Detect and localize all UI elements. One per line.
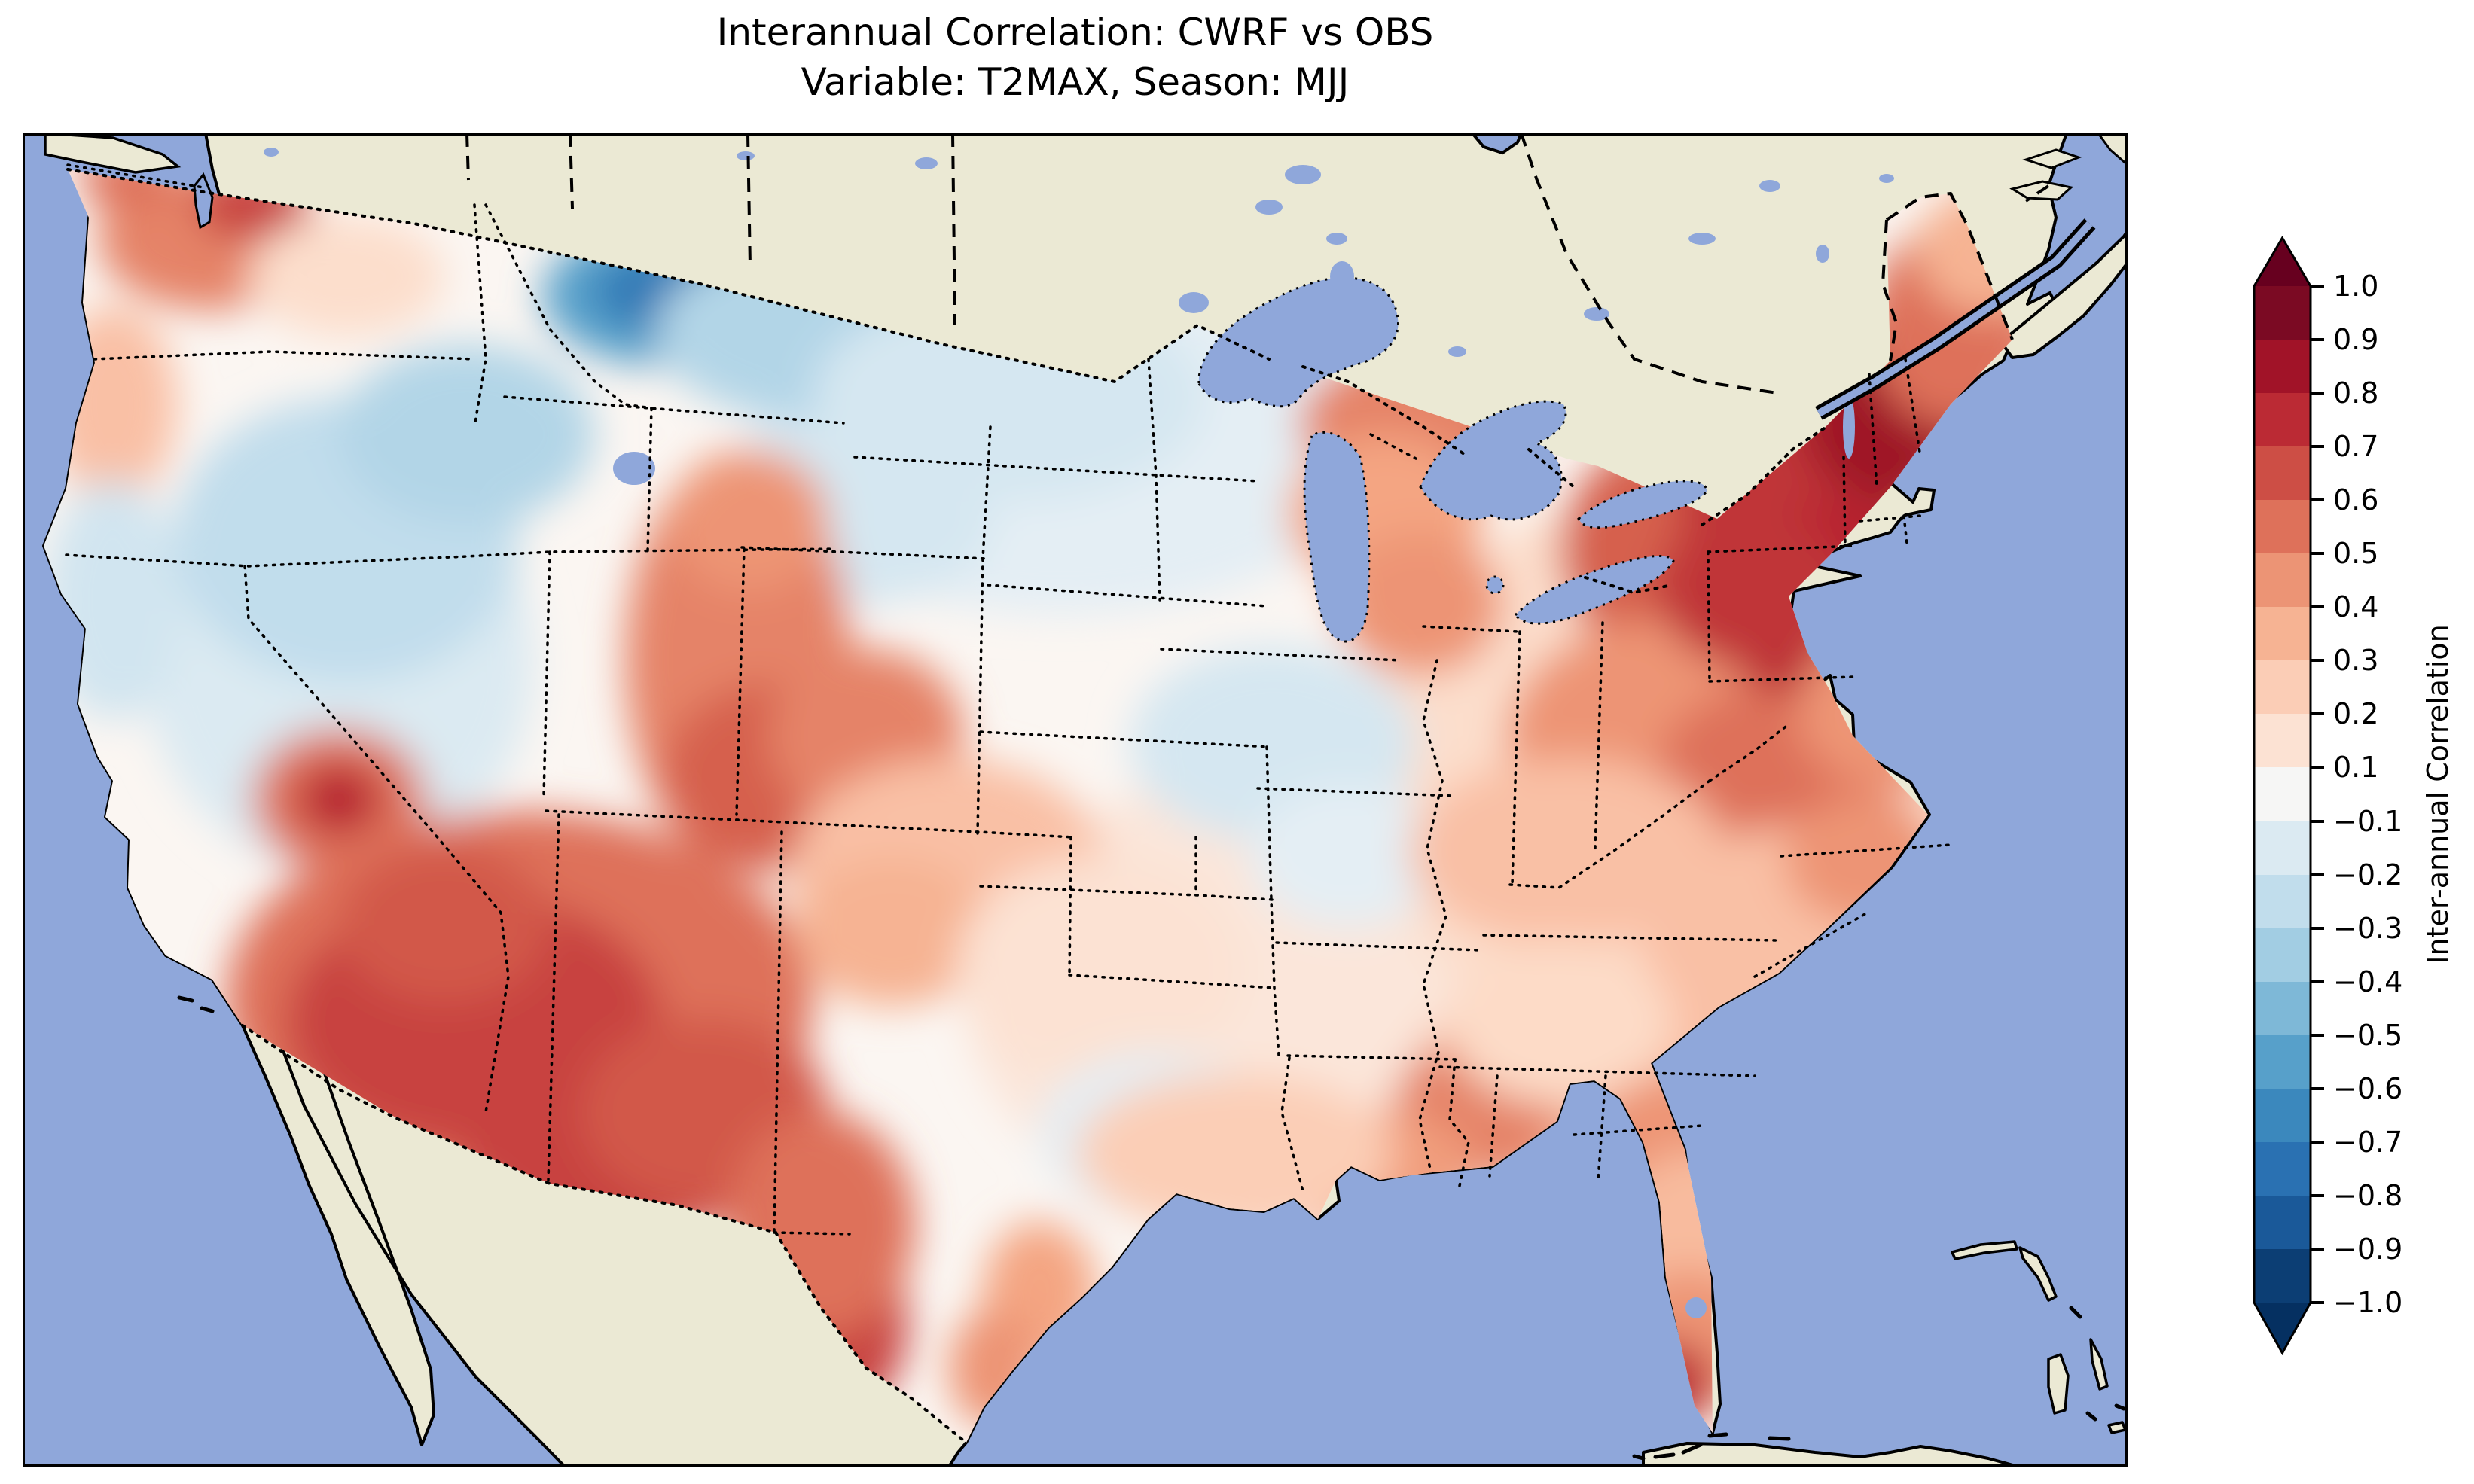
colorbar-axis-label: Inter-annual Correlation xyxy=(2421,624,2454,964)
colorbar-tick-label: 0.1 xyxy=(2333,753,2378,782)
colorbar-tick-mark xyxy=(2311,552,2324,555)
colorbar-band xyxy=(2254,875,2311,928)
colorbar-tick-mark xyxy=(2311,1194,2324,1197)
colorbar-band xyxy=(2254,821,2311,874)
colorbar-band xyxy=(2254,446,2311,500)
colorbar-tick-label: 0.8 xyxy=(2333,379,2378,407)
colorbar-band xyxy=(2254,553,2311,607)
colorbar-bands xyxy=(2254,286,2311,1303)
colorbar-tick-label: −0.7 xyxy=(2333,1128,2402,1156)
colorbar-tick-label: −0.5 xyxy=(2333,1021,2402,1050)
colorbar-tick-mark xyxy=(2311,445,2324,448)
colorbar-tick-mark xyxy=(2311,498,2324,501)
correlation-blob xyxy=(1446,939,1672,1105)
colorbar-over-arrow xyxy=(2254,238,2310,286)
colorbar-band xyxy=(2254,714,2311,767)
colorbar-tick-label: 0.2 xyxy=(2333,699,2378,728)
figure: Interannual Correlation: CWRF vs OBS Var… xyxy=(0,0,2474,1484)
colorbar-band xyxy=(2254,393,2311,446)
colorbar-tick-label: 0.5 xyxy=(2333,539,2378,568)
colorbar-tick-mark xyxy=(2311,659,2324,662)
correlation-blob xyxy=(339,344,595,525)
colorbar-tick-label: 0.7 xyxy=(2333,432,2378,461)
chart-title-line1: Interannual Correlation: CWRF vs OBS xyxy=(23,8,2128,57)
colorbar-tick-mark xyxy=(2311,766,2324,769)
colorbar-under-arrow xyxy=(2254,1303,2310,1353)
colorbar-tick-label: 1.0 xyxy=(2333,272,2378,300)
chart-title: Interannual Correlation: CWRF vs OBS Var… xyxy=(23,8,2128,107)
colorbar-band xyxy=(2254,340,2311,393)
colorbar-tick-mark xyxy=(2311,873,2324,876)
colorbar-tick-label: 0.9 xyxy=(2333,325,2378,354)
colorbar-tick-label: −0.9 xyxy=(2333,1235,2402,1263)
colorbar-band xyxy=(2254,767,2311,821)
correlation-blob xyxy=(670,449,828,593)
turks-cay xyxy=(2109,1422,2125,1433)
colorbar-band xyxy=(2254,607,2311,660)
colorbar-tick-mark xyxy=(2311,338,2324,341)
colorbar-tick-mark xyxy=(2311,927,2324,930)
correlation-blob xyxy=(339,845,550,1003)
correlation-blob xyxy=(956,856,1243,1082)
colorbar-tick-label: −0.4 xyxy=(2333,967,2402,996)
colorbar-tick-label: −0.6 xyxy=(2333,1074,2402,1103)
colorbar-band xyxy=(2254,1249,2311,1303)
colorbar-band xyxy=(2254,1196,2311,1249)
colorbar-tick-mark xyxy=(2311,285,2324,288)
colorbar-tick-label: −0.1 xyxy=(2333,807,2402,836)
colorbar-band xyxy=(2254,500,2311,553)
colorbar-tick-label: −0.2 xyxy=(2333,861,2402,889)
colorbar-tick-mark xyxy=(2311,1301,2324,1304)
map-panel xyxy=(23,133,2128,1467)
colorbar-tick-mark xyxy=(2311,712,2324,715)
colorbar-tick-mark xyxy=(2311,1034,2324,1037)
colorbar-tick-label: −0.8 xyxy=(2333,1181,2402,1210)
colorbar-band xyxy=(2254,982,2311,1035)
correlation-blob xyxy=(300,766,378,833)
colorbar-tick-label: 0.6 xyxy=(2333,486,2378,514)
colorbar-tick-mark xyxy=(2311,392,2324,395)
colorbar-tick-mark xyxy=(2311,1141,2324,1144)
colorbar-band xyxy=(2254,660,2311,714)
colorbar-band xyxy=(2254,928,2311,982)
lake-okeechobee xyxy=(1685,1297,1707,1318)
colorbar-tick-mark xyxy=(2311,605,2324,608)
colorbar-tick-label: 0.3 xyxy=(2333,646,2378,675)
colorbar-band xyxy=(2254,286,2311,340)
colorbar-tick-mark xyxy=(2311,980,2324,983)
colorbar-tick-mark xyxy=(2311,1248,2324,1251)
colorbar-tick-label: 0.4 xyxy=(2333,593,2378,621)
correlation-blob xyxy=(249,216,444,337)
colorbar-tick-mark xyxy=(2311,1087,2324,1090)
colorbar-tick-label: −0.3 xyxy=(2333,914,2402,943)
colorbar-band xyxy=(2254,1035,2311,1089)
colorbar-tick-mark xyxy=(2311,820,2324,823)
colorbar-band xyxy=(2254,1089,2311,1142)
chart-title-line2: Variable: T2MAX, Season: MJJ xyxy=(23,57,2128,107)
colorbar-tick-label: −1.0 xyxy=(2333,1288,2402,1317)
colorbar-band xyxy=(2254,1142,2311,1196)
lake-st-clair xyxy=(1487,577,1503,593)
